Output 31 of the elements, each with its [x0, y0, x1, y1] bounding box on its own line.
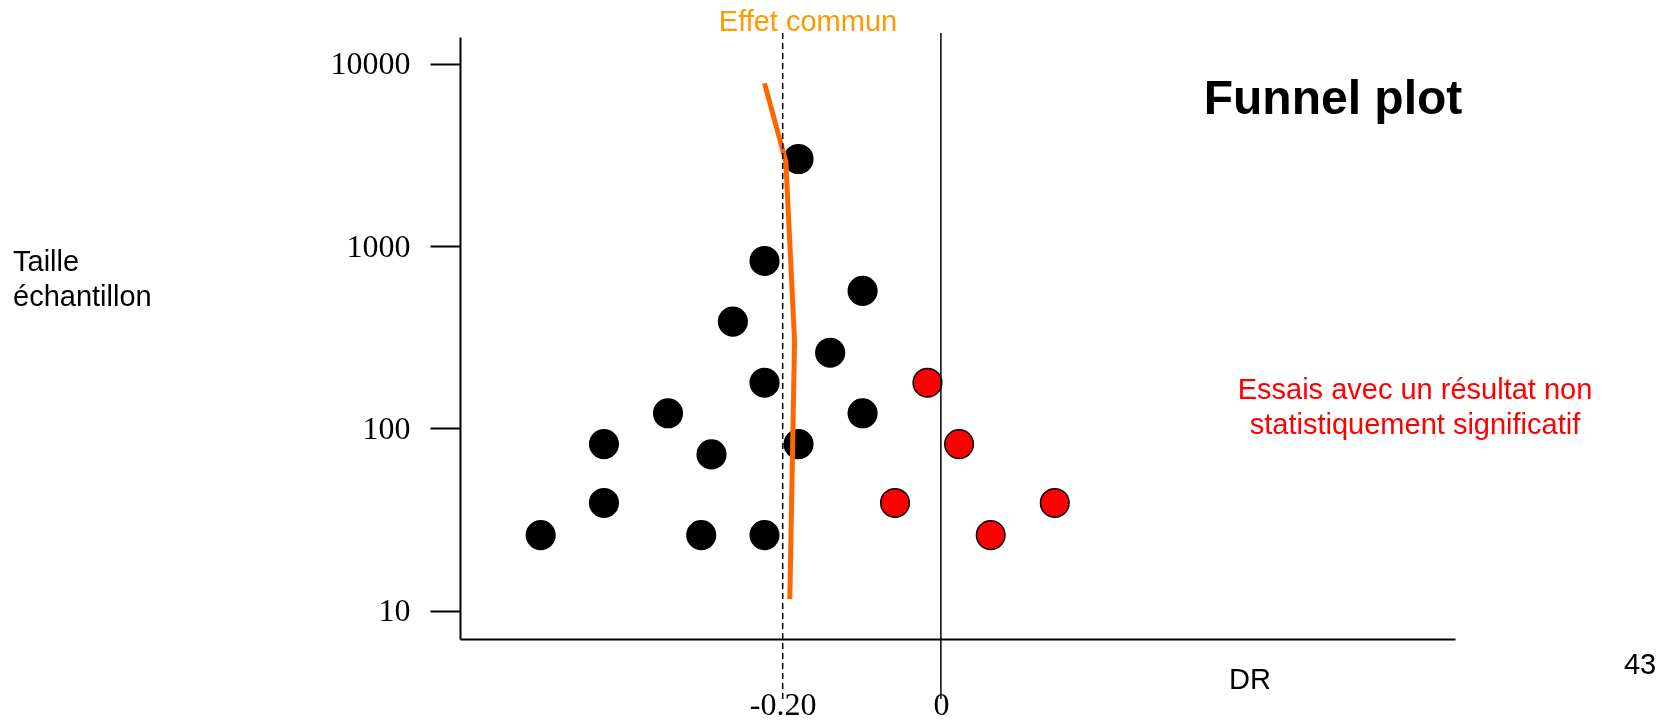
- text: Taille échantillon: [13, 245, 152, 312]
- x-tick-label: 0: [933, 685, 950, 722]
- text: Effet commun: [718, 5, 898, 37]
- point: [847, 275, 878, 306]
- point: [588, 487, 620, 518]
- point: [652, 398, 684, 429]
- point: [749, 367, 780, 398]
- x-axis-title: DR: [1229, 663, 1271, 695]
- point: [696, 439, 727, 470]
- annotation: Essais avec un résultat non statistiquement significatif: [1237, 373, 1593, 440]
- point: [879, 487, 911, 518]
- text: Funnel plot: [1203, 71, 1463, 124]
- point: [749, 520, 780, 551]
- point: [847, 398, 878, 429]
- point: [588, 429, 620, 460]
- point: [783, 143, 814, 175]
- point: [525, 520, 556, 551]
- y-tick-label: 10000: [330, 45, 411, 82]
- y-tick-label: 100: [362, 409, 411, 446]
- y-tick-label: 1000: [346, 227, 411, 264]
- point: [944, 429, 975, 460]
- point: [717, 306, 748, 337]
- point: [686, 520, 717, 551]
- point: [975, 520, 1006, 551]
- point: [749, 245, 780, 276]
- point: [815, 337, 846, 368]
- point: [912, 367, 943, 398]
- point: [1039, 487, 1070, 518]
- x-tick-label: -0.20: [749, 685, 817, 722]
- text: 43: [1623, 648, 1657, 680]
- y-tick-label: 10: [378, 592, 411, 629]
